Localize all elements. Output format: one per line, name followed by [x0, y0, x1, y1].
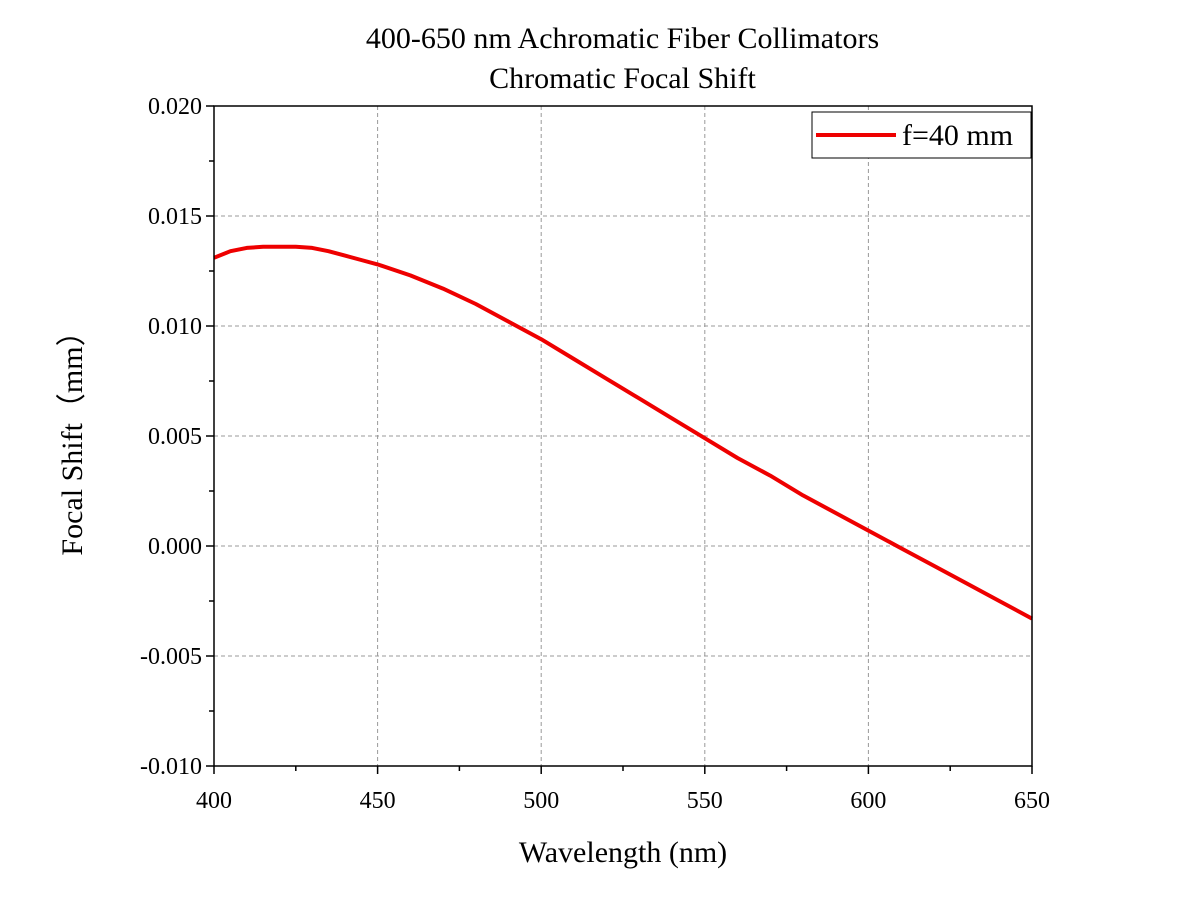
legend-label: f=40 mm: [902, 119, 1013, 152]
x-tick-label: 600: [850, 788, 886, 814]
axis-ticks: [206, 105, 1033, 774]
series-line: [213, 244, 1033, 621]
y-tick-label: 0.015: [148, 204, 202, 230]
x-tick-label: 450: [360, 788, 396, 814]
legend: f=40 mm: [811, 111, 1032, 159]
chart-subtitle: Chromatic Focal Shift: [489, 62, 756, 95]
grid-lines: [214, 106, 1032, 766]
chart-title: 400-650 nm Achromatic Fiber Collimators: [365, 22, 880, 55]
y-tick-label: -0.005: [140, 644, 202, 670]
y-tick-label: 0.010: [148, 314, 202, 340]
x-tick-label: 650: [1014, 788, 1050, 814]
x-tick-label: 500: [523, 788, 559, 814]
y-tick-label: 0.020: [148, 94, 202, 120]
x-tick-label: 550: [687, 788, 723, 814]
axis-labels: 400 450 500 550 600 650 -0.010 -0.005 0.000 0.005…: [56, 94, 1050, 869]
y-tick-label: 0.005: [148, 424, 202, 450]
y-axis-label: Focal Shift（mm）: [56, 316, 89, 555]
series-layer: [213, 244, 1033, 621]
y-tick-label: -0.010: [140, 754, 202, 780]
x-tick-label: 400: [196, 788, 232, 814]
y-tick-label: 0.000: [148, 534, 202, 560]
x-axis-label: Wavelength (nm): [519, 836, 727, 869]
